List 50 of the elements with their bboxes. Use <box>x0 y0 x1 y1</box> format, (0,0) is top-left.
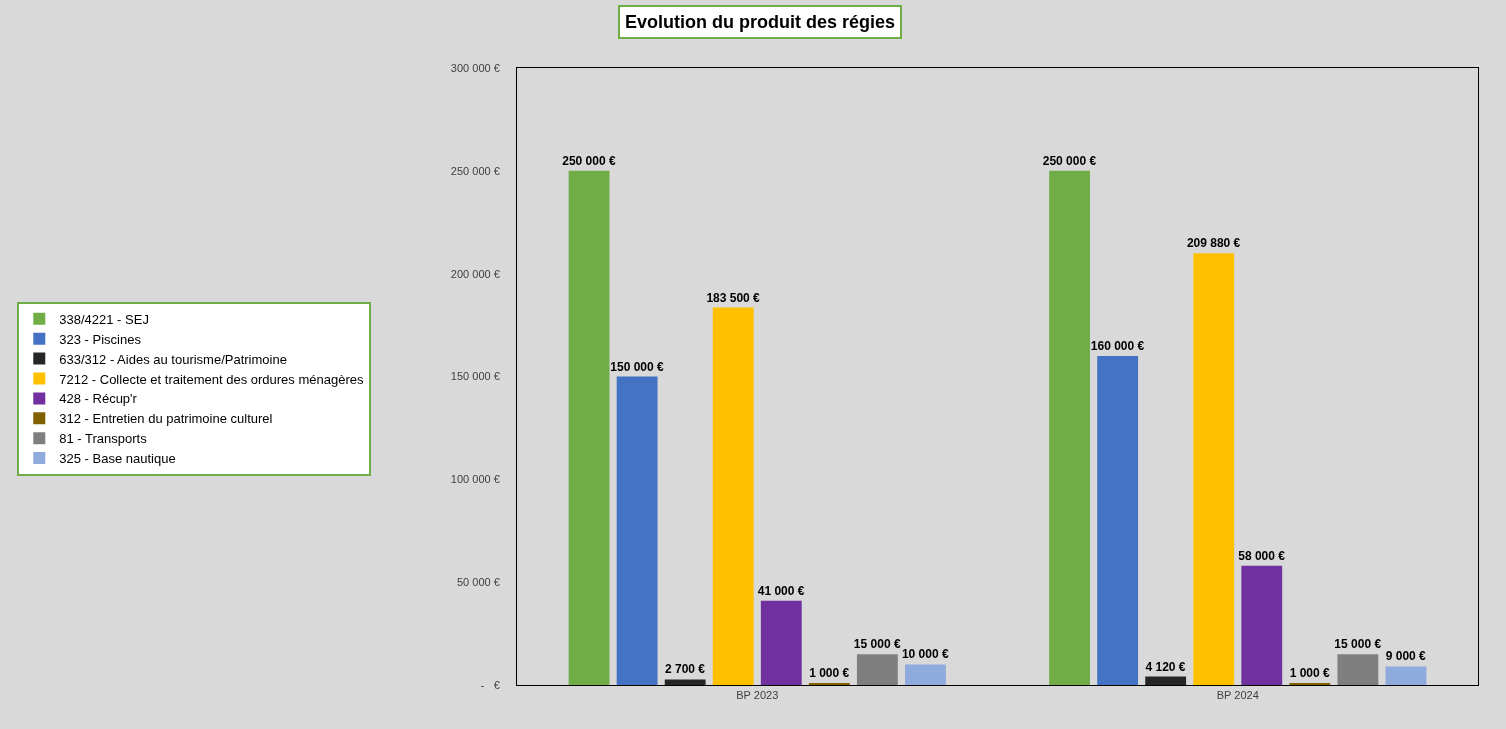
bar <box>1049 170 1090 685</box>
y-tick-label: 250 000 € <box>450 164 500 177</box>
y-tick-label: 100 000 € <box>450 473 500 486</box>
bar <box>1097 355 1139 685</box>
data-label: 58 000 € <box>1238 548 1286 563</box>
legend-label: 338/4221 - SEJ <box>59 311 149 327</box>
data-label: 150 000 € <box>610 359 664 374</box>
y-tick-label: 50 000 € <box>456 576 500 589</box>
chart-title: Evolution du produit des régies <box>625 12 896 32</box>
bar <box>1337 654 1379 685</box>
data-label: 250 000 € <box>1042 153 1097 168</box>
y-tick-label: 200 000 € <box>450 267 500 280</box>
data-label: 9 000 € <box>1385 649 1427 664</box>
bar <box>616 376 658 685</box>
y-tick-label: 300 000 € <box>450 61 500 74</box>
legend-label: 81 - Transports <box>59 431 148 447</box>
bar <box>568 170 610 685</box>
bar <box>1193 253 1235 685</box>
bar <box>760 600 802 685</box>
legend-label: 428 - Récup'r <box>59 391 138 407</box>
bar <box>808 682 850 685</box>
bar <box>856 654 898 685</box>
bar <box>1289 682 1331 685</box>
legend-label: 633/312 - Aides au tourisme/Patrimoine <box>59 351 287 367</box>
data-label: 209 880 € <box>1186 236 1241 251</box>
data-label: 1 000 € <box>809 665 850 680</box>
bar <box>1145 676 1187 685</box>
y-tick-label: - € <box>480 678 500 691</box>
bar <box>1241 565 1283 685</box>
bar <box>1385 666 1427 685</box>
bar <box>905 664 946 685</box>
data-label: 160 000 € <box>1090 338 1145 353</box>
x-tick-label: BP 2024 <box>1216 689 1259 702</box>
data-label: 10 000 € <box>901 647 949 662</box>
legend-label: 312 - Entretien du patrimoine culturel <box>59 411 273 427</box>
data-label: 2 700 € <box>664 662 706 677</box>
data-label: 41 000 € <box>757 583 805 598</box>
y-tick-label: 150 000 € <box>450 370 500 383</box>
data-label: 1 000 € <box>1289 665 1331 680</box>
data-label: 15 000 € <box>1334 637 1382 652</box>
data-label: 250 000 € <box>562 153 616 168</box>
x-tick-label: BP 2023 <box>736 689 779 702</box>
legend-label: 325 - Base nautique <box>59 451 176 467</box>
data-label: 183 500 € <box>706 290 761 305</box>
data-label: 4 120 € <box>1145 659 1186 674</box>
bar <box>664 679 706 685</box>
legend-label: 323 - Piscines <box>59 331 142 347</box>
bar <box>712 307 754 685</box>
data-label: 15 000 € <box>853 637 901 652</box>
legend-label: 7212 - Collecte et traitement des ordures ménagères <box>59 371 364 387</box>
